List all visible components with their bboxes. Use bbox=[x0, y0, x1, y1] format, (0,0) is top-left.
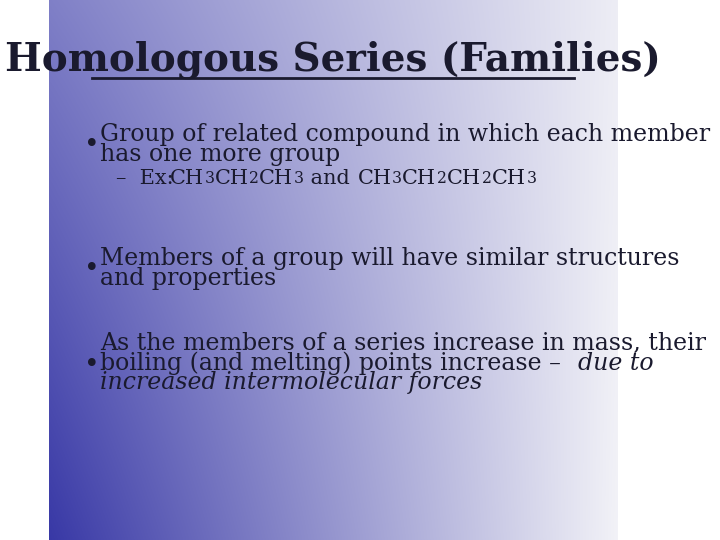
Text: 3: 3 bbox=[392, 170, 402, 187]
Text: 3: 3 bbox=[204, 170, 215, 187]
Text: Group of related compound in which each member: Group of related compound in which each … bbox=[100, 124, 711, 146]
Text: boiling (and melting) points increase –: boiling (and melting) points increase – bbox=[100, 351, 569, 375]
Text: has one more group: has one more group bbox=[100, 144, 341, 166]
Text: CH: CH bbox=[358, 168, 392, 187]
Text: 2: 2 bbox=[437, 170, 447, 187]
Text: CH: CH bbox=[259, 168, 293, 187]
Text: increased intermolecular forces: increased intermolecular forces bbox=[100, 372, 482, 395]
Text: CH: CH bbox=[402, 168, 436, 187]
Text: •: • bbox=[84, 132, 100, 158]
Text: CH: CH bbox=[215, 168, 248, 187]
Text: •: • bbox=[84, 353, 100, 377]
Text: 2: 2 bbox=[482, 170, 492, 187]
Text: CH: CH bbox=[447, 168, 481, 187]
Text: CH: CH bbox=[492, 168, 526, 187]
Text: As the members of a series increase in mass, their: As the members of a series increase in m… bbox=[100, 332, 706, 354]
Text: Members of a group will have similar structures: Members of a group will have similar str… bbox=[100, 246, 680, 269]
Text: •: • bbox=[84, 255, 100, 280]
Text: 2: 2 bbox=[249, 170, 259, 187]
Text: due to: due to bbox=[577, 352, 653, 375]
Text: –  Ex:: – Ex: bbox=[116, 168, 187, 187]
Text: 3: 3 bbox=[526, 170, 536, 187]
Text: and: and bbox=[304, 168, 356, 187]
Text: CH: CH bbox=[170, 168, 204, 187]
Text: and properties: and properties bbox=[100, 267, 276, 289]
Text: Homologous Series (Families): Homologous Series (Families) bbox=[5, 40, 661, 79]
Text: 3: 3 bbox=[294, 170, 304, 187]
